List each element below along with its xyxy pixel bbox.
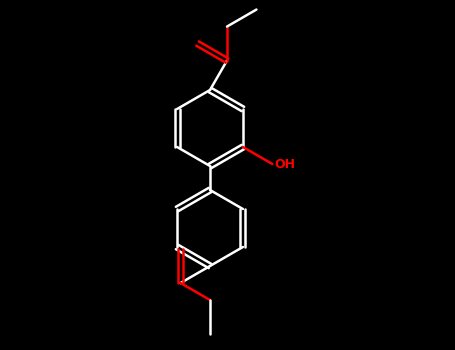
Text: OH: OH: [274, 158, 295, 170]
